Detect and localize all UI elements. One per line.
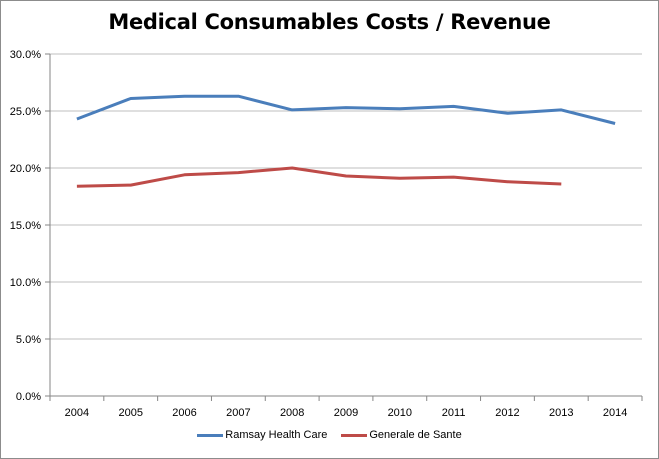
x-tick-label: 2009 <box>334 407 358 419</box>
legend-label-generale: Generale de Sante <box>369 429 462 441</box>
legend: Ramsay Health Care Generale de Sante <box>0 429 659 441</box>
x-tick-label: 2012 <box>495 407 519 419</box>
y-tick-label: 0.0% <box>16 391 41 403</box>
series-lines <box>76 94 616 188</box>
x-tick-label: 2014 <box>603 407 627 419</box>
gridlines <box>50 53 642 340</box>
y-tick-label: 10.0% <box>10 277 41 289</box>
series-line-generale-de-sante <box>76 166 562 188</box>
legend-label-ramsay: Ramsay Health Care <box>225 429 328 441</box>
x-tick-label: 2005 <box>118 407 142 419</box>
x-tick-label: 2011 <box>442 407 466 419</box>
series-line-ramsay-health-care <box>76 94 616 125</box>
x-tick-labels: 2004 2005 2006 2007 2008 2009 2010 2011 2012 2013… <box>65 407 628 419</box>
legend-item-ramsay: Ramsay Health Care <box>197 429 327 441</box>
legend-swatch-ramsay <box>197 433 224 437</box>
legend-swatch-generale <box>341 433 368 437</box>
y-tick-label: 30.0% <box>10 49 41 61</box>
x-tick-label: 2004 <box>65 407 89 419</box>
chart-title: Medical Consumables Costs / Revenue <box>108 10 551 34</box>
axes <box>45 53 643 401</box>
x-tick-label: 2013 <box>549 407 573 419</box>
x-tick-label: 2010 <box>388 407 412 419</box>
y-tick-label: 20.0% <box>10 163 41 175</box>
y-tick-label: 15.0% <box>10 220 41 232</box>
x-tick-label: 2007 <box>226 407 250 419</box>
y-tick-labels: 0.0% 5.0% 10.0% 15.0% 20.0% 25.0% 30.0% <box>10 49 41 403</box>
y-tick-label: 5.0% <box>16 334 41 346</box>
x-tick-label: 2008 <box>280 407 304 419</box>
legend-item-generale: Generale de Sante <box>341 429 462 441</box>
y-tick-label: 25.0% <box>10 106 41 118</box>
x-tick-label: 2006 <box>172 407 196 419</box>
